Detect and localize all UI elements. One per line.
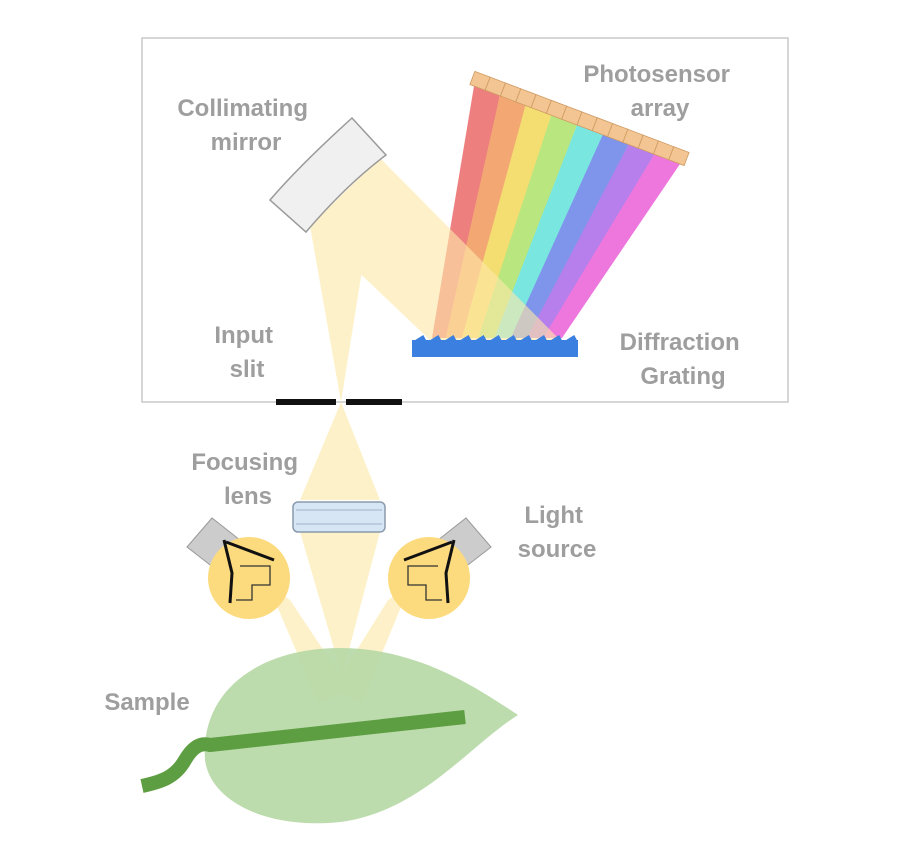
left-light-source bbox=[186, 517, 290, 619]
label-photosensor-array: Photosensor array bbox=[583, 61, 736, 122]
label-focusing-lens: Focusing lens bbox=[191, 449, 304, 510]
photosensor-cell bbox=[668, 146, 690, 167]
beam-sample-to-lens bbox=[300, 532, 380, 676]
label-input-slit: Input slit bbox=[214, 322, 279, 383]
spectrum-ray bbox=[510, 134, 629, 338]
label-diffraction-grating: Diffraction Grating bbox=[620, 329, 747, 390]
beam-mirror-to-grating bbox=[310, 158, 560, 340]
label-collimating-mirror: Collimating mirror bbox=[177, 95, 314, 156]
beam-lens-to-slit bbox=[300, 402, 380, 500]
label-sample: Sample bbox=[104, 689, 189, 716]
photosensor-array bbox=[469, 70, 690, 167]
diffraction-grating bbox=[412, 335, 578, 357]
focusing-lens bbox=[292, 501, 386, 533]
label-light-source: Light source bbox=[518, 502, 597, 563]
spectrum-ray bbox=[494, 125, 603, 338]
spectrum-ray bbox=[543, 154, 680, 338]
collimating-mirror bbox=[268, 116, 388, 234]
sample-leaf bbox=[140, 648, 518, 824]
right-light-source bbox=[388, 517, 492, 619]
light-beams bbox=[268, 158, 560, 702]
spectrum-ray bbox=[526, 144, 655, 338]
